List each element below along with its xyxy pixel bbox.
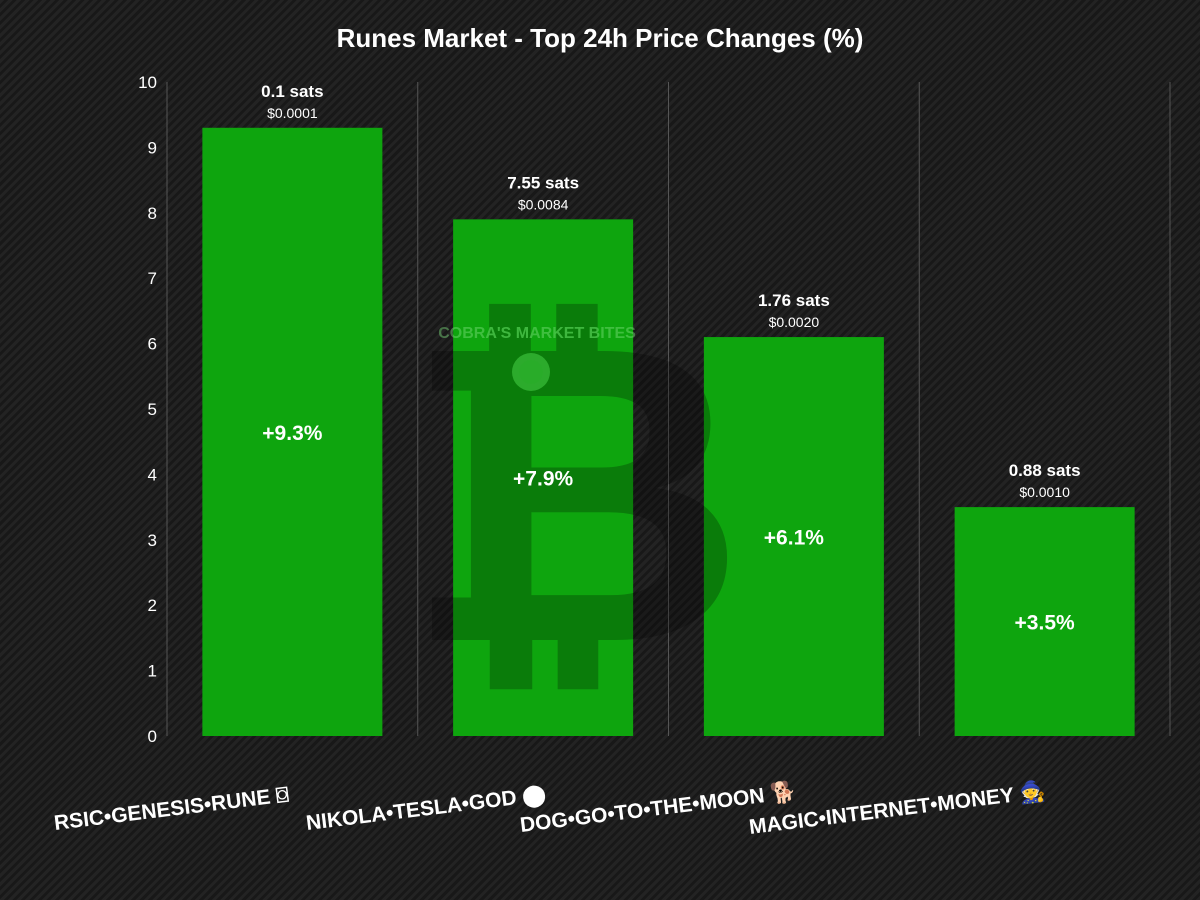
y-tick-label: 4 [148,465,157,484]
price-sats-label: 0.88 sats [1009,461,1081,480]
y-tick-label: 2 [148,596,157,615]
chart-title: Runes Market - Top 24h Price Changes (%) [337,23,864,53]
value-label: +9.3% [262,422,322,445]
cobra-avatar-icon [512,353,550,391]
category-label: NIKOLA•TESLA•GOD ⬤ [305,783,547,836]
price-usd-label: $0.0010 [1019,484,1070,500]
y-tick-label: 9 [148,138,157,157]
bar [954,507,1135,736]
watermark: ₿ COBRA'S MARKET BITES [404,251,746,740]
y-tick-label: 0 [148,727,157,746]
bars [202,127,1135,737]
category-label: RSIC•GENESIS•RUNE ⌼ [53,783,291,835]
value-label: +7.9% [513,468,573,491]
grid-lines [166,82,1171,736]
x-axis: RSIC•GENESIS•RUNE ⌼ NIKOLA•TESLA•GOD ⬤DOG… [53,778,1047,839]
y-axis: 0 1 2 3 4 5 6 7 8 9 10 [138,73,157,746]
value-label: +6.1% [764,527,824,550]
bar [453,219,634,737]
price-usd-label: $0.0020 [769,314,820,330]
bitcoin-logo-icon: ₿ [404,251,746,740]
price-usd-label: $0.0084 [518,196,569,212]
y-tick-label: 10 [138,73,157,92]
y-tick-label: 1 [148,662,157,681]
bar-labels: 0.1 sats $0.0001 +9.3% 7.55 sats $0.0084 +7.9… [261,82,1080,635]
y-tick-label: 3 [148,531,157,550]
price-sats-label: 7.55 sats [507,173,579,192]
y-tick-label: 7 [148,269,157,288]
y-tick-label: 6 [148,335,157,354]
price-sats-label: 1.76 sats [758,291,830,310]
y-tick-label: 5 [148,400,157,419]
bar [202,127,383,736]
y-tick-label: 8 [148,204,157,223]
bar [703,337,884,736]
price-sats-label: 0.1 sats [261,82,323,101]
price-usd-label: $0.0001 [267,105,318,121]
value-label: +3.5% [1015,612,1075,635]
watermark-text: COBRA'S MARKET BITES [438,325,636,342]
